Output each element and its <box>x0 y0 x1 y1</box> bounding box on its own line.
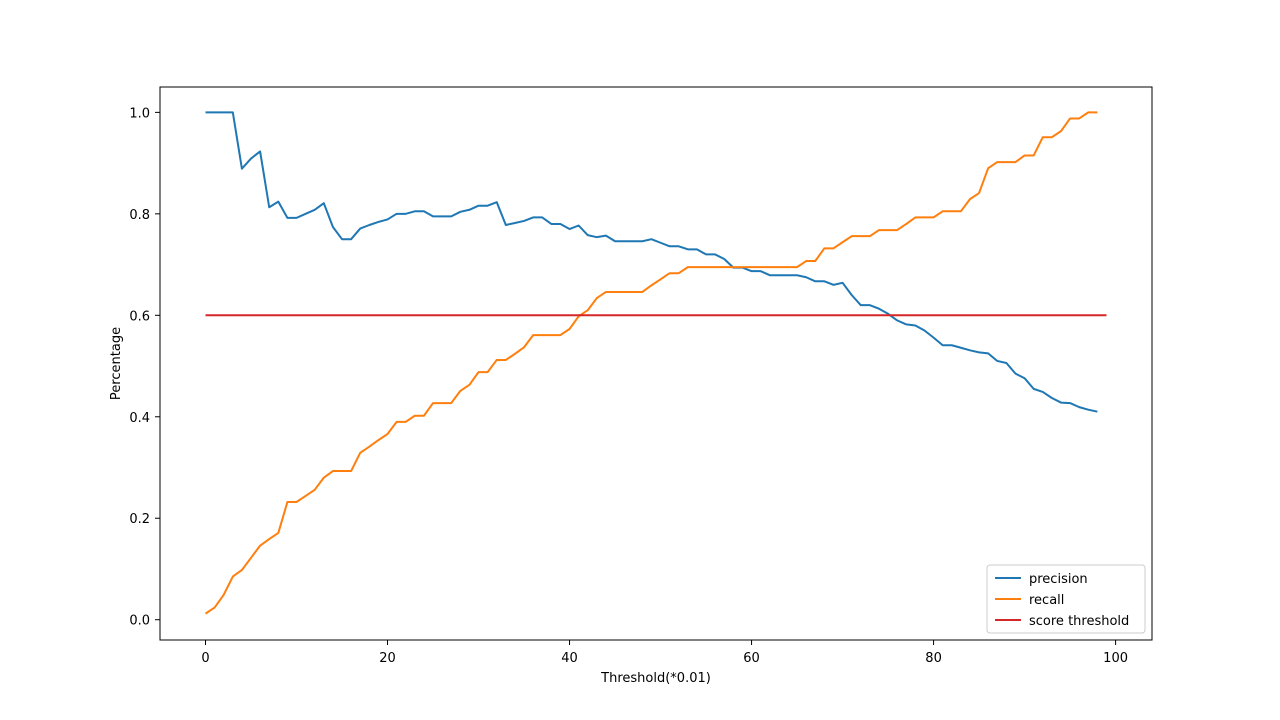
legend-label: score threshold <box>1029 614 1129 629</box>
series-line-recall <box>204 111 1098 615</box>
y-tick-label: 0.8 <box>129 208 150 223</box>
y-tick-label: 0.6 <box>129 309 150 324</box>
x-tick-label: 80 <box>925 651 942 666</box>
y-axis: 0.0 0.2 0.4 0.6 0.8 1.0 <box>129 106 160 629</box>
y-tick-label: 0.4 <box>129 411 150 426</box>
y-tick-label: 0.2 <box>129 512 150 527</box>
legend-label: recall <box>1029 593 1064 608</box>
y-tick-label: 1.0 <box>129 106 150 121</box>
x-axis-label: Threshold(*0.01) <box>600 671 711 686</box>
legend: precision recall score threshold <box>986 564 1146 634</box>
y-tick-label: 0.0 <box>129 614 150 629</box>
x-tick-label: 40 <box>561 651 578 666</box>
x-tick-label: 60 <box>743 651 760 666</box>
x-axis: 0 20 40 60 80 100 <box>201 640 1128 666</box>
legend-box <box>986 564 1146 634</box>
y-axis-label: Percentage <box>109 327 124 400</box>
series-line-precision <box>205 111 1098 413</box>
x-tick-label: 20 <box>379 651 396 666</box>
legend-label: precision <box>1029 572 1088 587</box>
series-layer <box>204 111 1107 615</box>
plot-frame <box>159 86 1153 641</box>
x-tick-label: 0 <box>201 651 209 666</box>
x-tick-label: 100 <box>1103 651 1128 666</box>
